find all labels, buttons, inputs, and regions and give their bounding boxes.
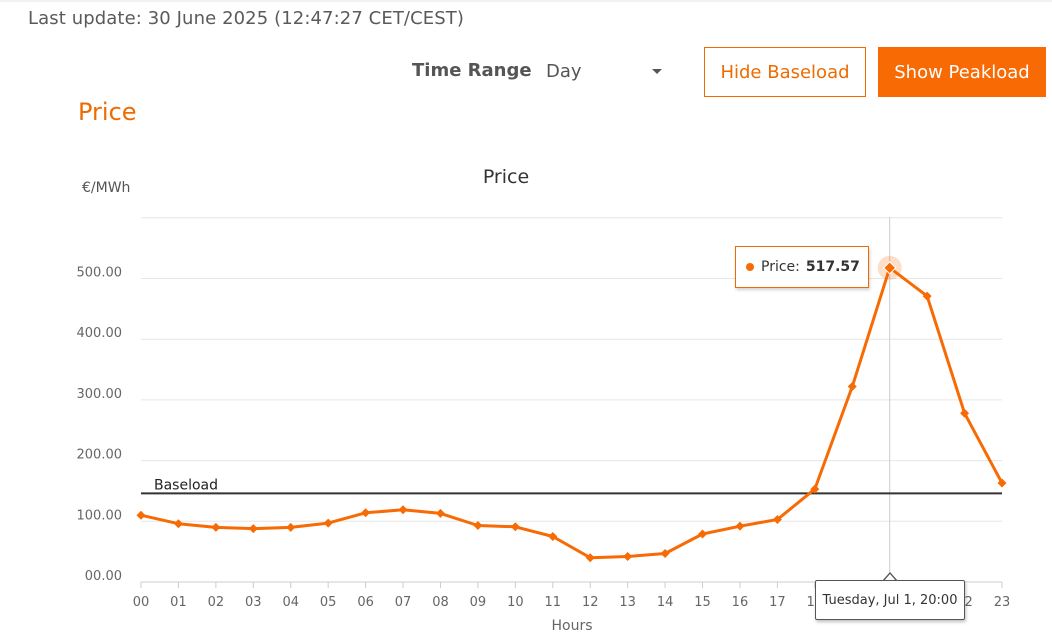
price-point[interactable] <box>435 508 445 518</box>
price-point[interactable] <box>361 508 371 518</box>
x-tick-label: 13 <box>619 595 636 610</box>
price-point[interactable] <box>847 382 857 392</box>
price-point[interactable] <box>882 261 897 275</box>
show-peakload-button[interactable]: Show Peakload <box>878 47 1046 97</box>
time-range-label: Time Range <box>412 60 532 81</box>
price-point[interactable] <box>548 531 558 541</box>
x-tick-label: 17 <box>769 595 786 610</box>
price-point[interactable] <box>248 524 258 534</box>
x-axis-tooltip: Tuesday, Jul 1, 20:00 <box>815 580 965 620</box>
y-tick-label: 100.00 <box>77 508 123 523</box>
top-divider <box>0 0 1052 2</box>
x-tick-label: 04 <box>282 595 299 610</box>
y-tick-label: 500.00 <box>77 266 123 281</box>
chevron-down-icon <box>652 69 662 74</box>
price-point[interactable] <box>286 522 296 532</box>
y-tick-label: 400.00 <box>77 326 123 341</box>
hide-baseload-button[interactable]: Hide Baseload <box>704 47 866 97</box>
price-point[interactable] <box>997 478 1007 488</box>
price-point[interactable] <box>810 484 820 494</box>
series-dot-icon <box>746 263 754 271</box>
x-tick-label: 01 <box>170 595 187 610</box>
price-point[interactable] <box>960 408 970 418</box>
x-tick-label: 15 <box>694 595 711 610</box>
x-tick-label: 02 <box>208 595 225 610</box>
section-title: Price <box>78 98 137 126</box>
price-point[interactable] <box>398 505 408 515</box>
y-tick-label: 200.00 <box>77 448 123 463</box>
price-point[interactable] <box>211 522 221 532</box>
tooltip-value: 517.57 <box>805 259 860 275</box>
price-point[interactable] <box>623 552 633 562</box>
x-tick-label: 03 <box>245 595 262 610</box>
last-update-text: Last update: 30 June 2025 (12:47:27 CET/… <box>28 8 464 29</box>
x-tick-label: 06 <box>357 595 374 610</box>
x-tick-label: 05 <box>320 595 337 610</box>
price-tooltip: Price: 517.57 <box>735 246 869 288</box>
price-point[interactable] <box>510 522 520 532</box>
y-axis-label: €/MWh <box>82 180 130 196</box>
x-tick-label: 07 <box>395 595 412 610</box>
x-tick-label: 11 <box>545 595 562 610</box>
price-point[interactable] <box>735 521 745 531</box>
price-point[interactable] <box>585 553 595 563</box>
price-point[interactable] <box>136 510 146 520</box>
price-point[interactable] <box>772 514 782 524</box>
price-series-line <box>140 266 1004 560</box>
price-point[interactable] <box>660 548 670 558</box>
price-point[interactable] <box>698 529 708 539</box>
x-tick-label: 10 <box>507 595 524 610</box>
time-range-value: Day <box>546 60 582 82</box>
y-tick-label: 300.00 <box>77 387 123 402</box>
chart-title: Price <box>483 166 529 188</box>
x-tick-label: 23 <box>994 595 1011 610</box>
price-point[interactable] <box>323 518 333 528</box>
y-tick-label: 00.00 <box>85 569 122 584</box>
x-tick-label: 16 <box>732 595 749 610</box>
baseload-label: Baseload <box>154 477 218 493</box>
x-axis-label: Hours <box>551 618 592 632</box>
price-point[interactable] <box>922 291 932 301</box>
x-tick-label: 09 <box>470 595 487 610</box>
x-tick-label: 12 <box>582 595 599 610</box>
price-point[interactable] <box>173 519 183 529</box>
x-tooltip-arrow-inner <box>883 574 897 582</box>
x-tick-label: 00 <box>133 595 150 610</box>
x-tick-label: 14 <box>657 595 674 610</box>
x-tick-label: 08 <box>432 595 449 610</box>
tooltip-series-label: Price: <box>761 259 800 275</box>
price-point[interactable] <box>473 521 483 531</box>
time-range-select[interactable]: Day <box>546 54 668 88</box>
